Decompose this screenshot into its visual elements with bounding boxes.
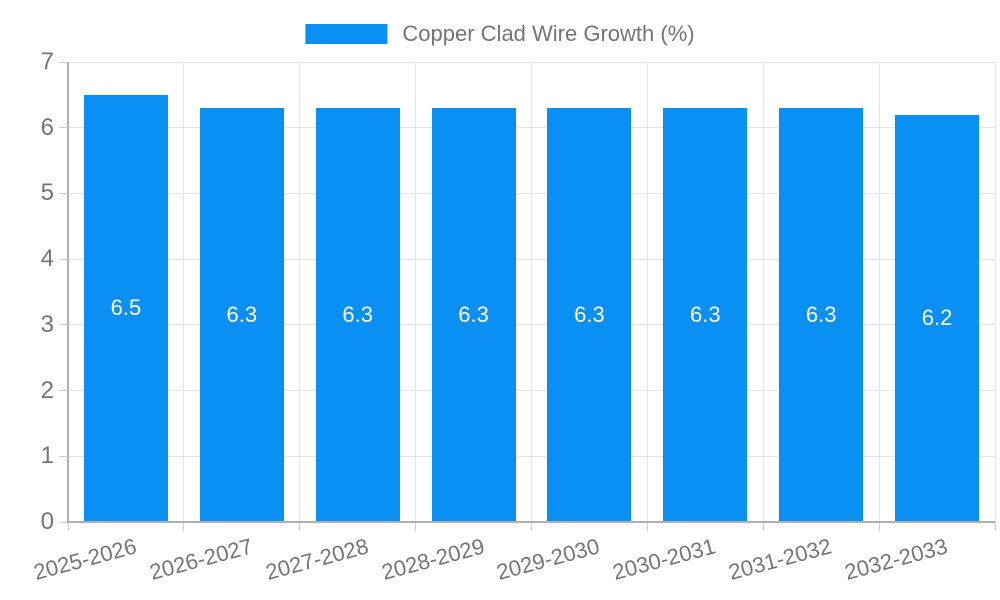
v-gridline [531,62,532,522]
bar-2030-2031[interactable]: 6.3 [663,108,748,522]
v-gridline [762,62,764,522]
x-tick-mark [646,522,648,531]
x-tick-mark [762,522,764,531]
x-tick-mark [878,522,880,531]
bar-2032-2033[interactable]: 6.2 [895,114,980,522]
v-gridline [183,62,185,522]
v-gridline [994,62,996,522]
v-gridline [878,62,880,522]
legend-swatch [305,24,388,44]
x-tick-mark [183,522,185,531]
bar-2031-2032[interactable]: 6.3 [779,108,864,522]
y-tick-mark [59,324,68,326]
v-gridline [646,62,648,522]
bar-value-label: 6.3 [690,302,721,327]
y-tick-mark [59,192,68,194]
y-axis-line [67,62,69,522]
v-gridline [299,62,301,522]
gridlines-layer [68,61,996,522]
y-axis-tick-label: 3 [40,310,54,338]
bar-2027-2028[interactable]: 6.3 [315,108,400,522]
y-tick-mark [59,390,68,392]
y-axis-tick-label: 5 [40,179,54,207]
bar-value-label: 6.5 [110,295,142,321]
bar-value-label: 6.3 [226,302,258,327]
y-axis-tick-label: 4 [40,245,54,273]
axes-layer [67,62,995,523]
y-axis-tick-label: 2 [40,376,54,404]
x-tick-mark [994,522,996,531]
x-tick-mark [299,522,301,531]
y-tick-mark [59,521,68,523]
y-axis-tick-label: 6 [40,113,54,141]
y-axis-labels: 0 1 2 3 4 5 6 7 [41,50,995,534]
bar-value-label: 6.3 [574,302,605,327]
legend-label: Copper Clad Wire Growth (%) [402,21,695,46]
bar-value-label: 6.3 [805,302,837,327]
bar-value-label: 6.2 [921,305,953,331]
legend[interactable]: Copper Clad Wire Growth (%) [305,21,695,47]
y-tick-mark [59,61,68,63]
y-tick-mark [59,455,68,457]
v-gridline [415,62,417,522]
x-tick-mark [531,522,532,531]
bar-value-label: 6.3 [458,302,489,327]
bar-2026-2027[interactable]: 6.3 [199,108,284,522]
y-axis-tick-label: 1 [40,442,54,470]
bars-layer: 6.5 6.3 6.3 6.3 6.3 6.3 6.3 6.2 [68,62,995,522]
x-tick-mark [68,522,69,531]
x-axis-labels: 2025-2026 2026-2027 2027-2028 2028-2029 2029… [31,62,996,585]
y-tick-mark [59,258,68,260]
bar-2029-2030[interactable]: 6.3 [547,108,632,522]
y-axis-tick-label: 7 [40,48,54,75]
bar-2028-2029[interactable]: 6.3 [431,108,516,522]
x-tick-mark [415,522,417,531]
x-axis-line [67,521,995,523]
y-tick-mark [59,127,68,129]
bar-2025-2026[interactable]: 6.5 [83,94,168,522]
y-axis-tick-label: 0 [40,508,54,535]
bar-value-label: 6.3 [342,302,373,327]
